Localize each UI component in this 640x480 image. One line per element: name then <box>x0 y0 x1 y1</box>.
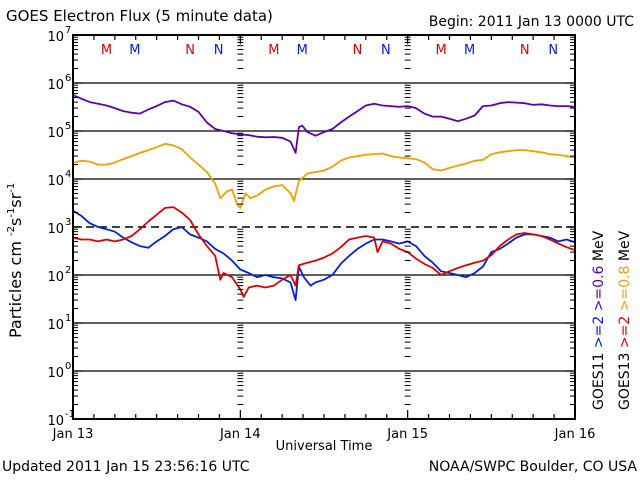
series-lines <box>72 94 576 302</box>
x-tick-label: Jan 16 <box>554 427 596 442</box>
x-tick-label: Jan 14 <box>219 427 261 442</box>
y-tick-exponent: 0 <box>65 361 71 372</box>
legend-entry: >=2 <box>617 311 633 348</box>
plot-frame <box>72 34 576 420</box>
x-tick-label: Jan 13 <box>52 427 94 442</box>
y-tick-exponent: 2 <box>65 265 71 276</box>
begin-time: Begin: 2011 Jan 13 0000 UTC <box>428 14 634 30</box>
x-tick-labels: Jan 13 Jan 14 Jan 15 Jan 16 <box>52 427 596 442</box>
legend-entry: >=0.6 <box>591 261 607 311</box>
y-tick-label: 10 <box>47 78 64 93</box>
legend-entry: GOES13 <box>617 348 633 410</box>
local-time-marker: N <box>214 43 224 58</box>
legend-column: GOES11 >=2 >=0.6 MeV <box>591 230 607 410</box>
y-tick-label: 10 <box>47 318 64 333</box>
y-tick-exponent: 6 <box>65 73 71 84</box>
y-tick-label: 10 <box>47 414 64 429</box>
y-tick-exponent: 5 <box>65 121 71 132</box>
series-goes11-2-mev <box>72 209 576 302</box>
updated-timestamp: Updated 2011 Jan 15 23:56:16 UTC <box>2 459 250 475</box>
legend-entry: MeV <box>591 230 607 261</box>
local-time-marker: N <box>381 43 391 58</box>
legend-entry: MeV <box>617 230 633 261</box>
x-axis-label: Universal Time <box>275 439 373 454</box>
local-time-marker: N <box>353 43 363 58</box>
y-tick-label: 10 <box>47 30 64 45</box>
y-tick-label: 10 <box>47 366 64 381</box>
credit-text: NOAA/SWPC Boulder, CO USA <box>428 459 637 475</box>
y-tick-exponent: 4 <box>65 169 71 180</box>
x-tick-label: Jan 15 <box>386 427 428 442</box>
local-time-marker: M <box>268 43 279 58</box>
local-time-marker: N <box>548 43 558 58</box>
y-tick-exponent: 3 <box>65 217 71 228</box>
local-time-marker: M <box>129 43 140 58</box>
local-time-marker: N <box>185 43 195 58</box>
legend-entry: >=0.8 <box>617 261 633 311</box>
local-time-marker: N <box>520 43 530 58</box>
grid-lines <box>73 82 575 372</box>
local-time-marker: M <box>297 43 308 58</box>
series-goes13-0-8-mev <box>72 142 576 209</box>
y-tick-exponent: -1 <box>65 409 75 420</box>
series-goes11-0-6-mev <box>72 94 576 154</box>
legend-entry: GOES11 <box>591 348 607 410</box>
series-goes13-2-mev <box>72 206 576 298</box>
local-time-marker: M <box>101 43 112 58</box>
y-tick-exponent: 1 <box>65 313 71 324</box>
local-time-marker: M <box>464 43 475 58</box>
y-axis-label: Particles cm -2s-1sr-1 <box>6 183 25 338</box>
y-tick-exponent: 7 <box>65 25 71 36</box>
legend-column: GOES13 >=2 >=0.8 MeV <box>617 230 633 410</box>
y-tick-label: 10 <box>47 222 64 237</box>
y-tick-label: 10 <box>47 126 64 141</box>
local-time-marker: M <box>436 43 447 58</box>
chart-title: GOES Electron Flux (5 minute data) <box>6 7 273 25</box>
legend-entry: >=2 <box>591 311 607 348</box>
y-tick-label: 10 <box>47 174 64 189</box>
y-tick-label: 10 <box>47 270 64 285</box>
